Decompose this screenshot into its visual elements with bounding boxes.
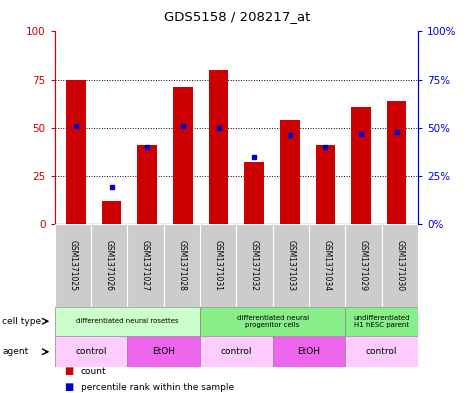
- Text: GSM1371030: GSM1371030: [395, 240, 404, 291]
- Bar: [66, 79, 86, 224]
- Bar: [200, 336, 273, 367]
- Text: agent: agent: [2, 347, 28, 356]
- Text: percentile rank within the sample: percentile rank within the sample: [81, 383, 234, 391]
- Text: GSM1371027: GSM1371027: [141, 240, 150, 291]
- Bar: [173, 87, 193, 224]
- Bar: [209, 70, 228, 224]
- Bar: [345, 336, 418, 367]
- Bar: [200, 224, 237, 307]
- Text: GDS5158 / 208217_at: GDS5158 / 208217_at: [164, 10, 311, 23]
- Bar: [244, 162, 264, 224]
- Text: ■: ■: [64, 382, 73, 392]
- Bar: [91, 224, 127, 307]
- Bar: [163, 224, 200, 307]
- Bar: [387, 101, 407, 224]
- Bar: [309, 224, 345, 307]
- Text: differentiated neural
progenitor cells: differentiated neural progenitor cells: [237, 315, 309, 328]
- Text: control: control: [220, 347, 252, 356]
- Bar: [127, 224, 163, 307]
- Text: ■: ■: [64, 366, 73, 376]
- Text: differentiated neural rosettes: differentiated neural rosettes: [76, 318, 179, 324]
- Bar: [200, 307, 345, 336]
- Text: GSM1371031: GSM1371031: [214, 240, 223, 291]
- Bar: [345, 307, 418, 336]
- Text: GSM1371032: GSM1371032: [250, 240, 259, 291]
- Bar: [102, 201, 122, 224]
- Text: EtOH: EtOH: [297, 347, 321, 356]
- Text: GSM1371034: GSM1371034: [323, 240, 332, 291]
- Bar: [315, 145, 335, 224]
- Bar: [55, 336, 127, 367]
- Bar: [55, 224, 91, 307]
- Text: GSM1371029: GSM1371029: [359, 240, 368, 291]
- Text: GSM1371026: GSM1371026: [104, 240, 114, 291]
- Text: control: control: [75, 347, 107, 356]
- Text: GSM1371033: GSM1371033: [286, 240, 295, 291]
- Bar: [137, 145, 157, 224]
- Text: EtOH: EtOH: [152, 347, 175, 356]
- Bar: [280, 120, 300, 224]
- Bar: [237, 224, 273, 307]
- Text: cell type: cell type: [2, 317, 41, 326]
- Bar: [381, 224, 418, 307]
- Text: GSM1371025: GSM1371025: [68, 240, 77, 291]
- Text: count: count: [81, 367, 106, 376]
- Bar: [55, 307, 200, 336]
- Bar: [127, 336, 200, 367]
- Text: GSM1371028: GSM1371028: [177, 240, 186, 291]
- Bar: [273, 224, 309, 307]
- Text: undifferentiated
H1 hESC parent: undifferentiated H1 hESC parent: [353, 315, 410, 328]
- Bar: [345, 224, 381, 307]
- Bar: [351, 107, 371, 224]
- Text: control: control: [366, 347, 398, 356]
- Bar: [273, 336, 345, 367]
